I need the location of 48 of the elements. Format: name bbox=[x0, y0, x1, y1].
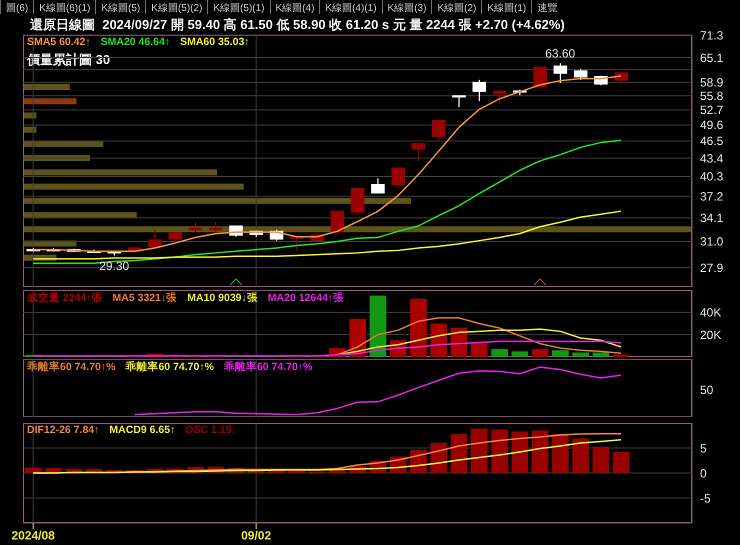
text: MA20 12644↑張 bbox=[268, 291, 344, 305]
y-tick-label: 37.2 bbox=[700, 190, 724, 204]
legend-label: 乖離率60 74.70↑% bbox=[125, 360, 214, 374]
y-tick-label: 52.7 bbox=[700, 103, 724, 118]
text: K線圖(4) bbox=[270, 0, 320, 14]
text: K線圖(5)(1) bbox=[207, 0, 270, 14]
y-tick-label: 71.3 bbox=[700, 28, 724, 42]
y-tick-label: 49.6 bbox=[700, 118, 724, 132]
annotation: 29.30 bbox=[99, 258, 130, 273]
x-tick-label: 09/02 bbox=[241, 528, 272, 543]
y-tick-label: 40K bbox=[700, 306, 722, 320]
y-tick-label: 46.5 bbox=[700, 134, 724, 148]
text: K線圖(5)(2) bbox=[145, 0, 208, 14]
y-tick-label: 5 bbox=[700, 441, 707, 456]
text: 成交量 2244↑張 bbox=[27, 291, 103, 305]
y-tick-label: 55.8 bbox=[700, 89, 724, 104]
text: SMA20 46.64↑ bbox=[100, 36, 170, 48]
text: SMA5 60.42↑ bbox=[27, 36, 91, 48]
y-tick-label: 43.4 bbox=[700, 151, 724, 166]
text: K線圖(4)(1) bbox=[319, 0, 382, 14]
text: MACD9 6.65↑ bbox=[109, 424, 176, 436]
text: K線圖(6)(1) bbox=[33, 0, 96, 14]
text: K線圖(1) bbox=[481, 0, 532, 14]
text: OSC 1.19↓ bbox=[185, 424, 237, 436]
y-tick-label: 27.9 bbox=[700, 260, 724, 275]
chart-title: 還原日線圖 2024/09/27 開 59.40 高 61.50 低 58.90 收 61.20 s 元 量 2244 張 +2.70 (+4.62%) bbox=[30, 16, 565, 34]
y-tick-label: 40.3 bbox=[700, 170, 724, 184]
y-tick-label: 0 bbox=[700, 466, 707, 480]
text: SMA60 35.03↑ bbox=[180, 36, 250, 48]
y-tick-label: 31.0 bbox=[700, 234, 724, 249]
text: 圖(6) bbox=[0, 0, 34, 14]
text: 速覽 bbox=[531, 0, 562, 14]
annotation: 63.60 bbox=[545, 46, 576, 60]
text: 乖離率60 74.70↑% bbox=[224, 360, 312, 374]
y-tick-label: 34.1 bbox=[700, 211, 724, 226]
text: 50 bbox=[700, 383, 714, 397]
text: MA10 9039↓張 bbox=[187, 291, 258, 305]
text: K線圖(5) bbox=[95, 0, 146, 14]
y-tick-label: 20K bbox=[700, 328, 722, 342]
text: K線圖(3) bbox=[382, 0, 432, 14]
text: K線圖(2) bbox=[431, 0, 482, 14]
text: MA5 3321↓張 bbox=[112, 291, 178, 305]
legend-label: 乖離率60 74.70↑% bbox=[27, 360, 116, 374]
x-tick-label: 2024/08 bbox=[11, 528, 56, 543]
y-tick-label: 65.1 bbox=[700, 50, 724, 65]
y-tick-label: 58.9 bbox=[700, 76, 724, 90]
text: DIF12-26 7.84↑ bbox=[27, 424, 100, 436]
y-tick-label: -5 bbox=[700, 491, 711, 506]
